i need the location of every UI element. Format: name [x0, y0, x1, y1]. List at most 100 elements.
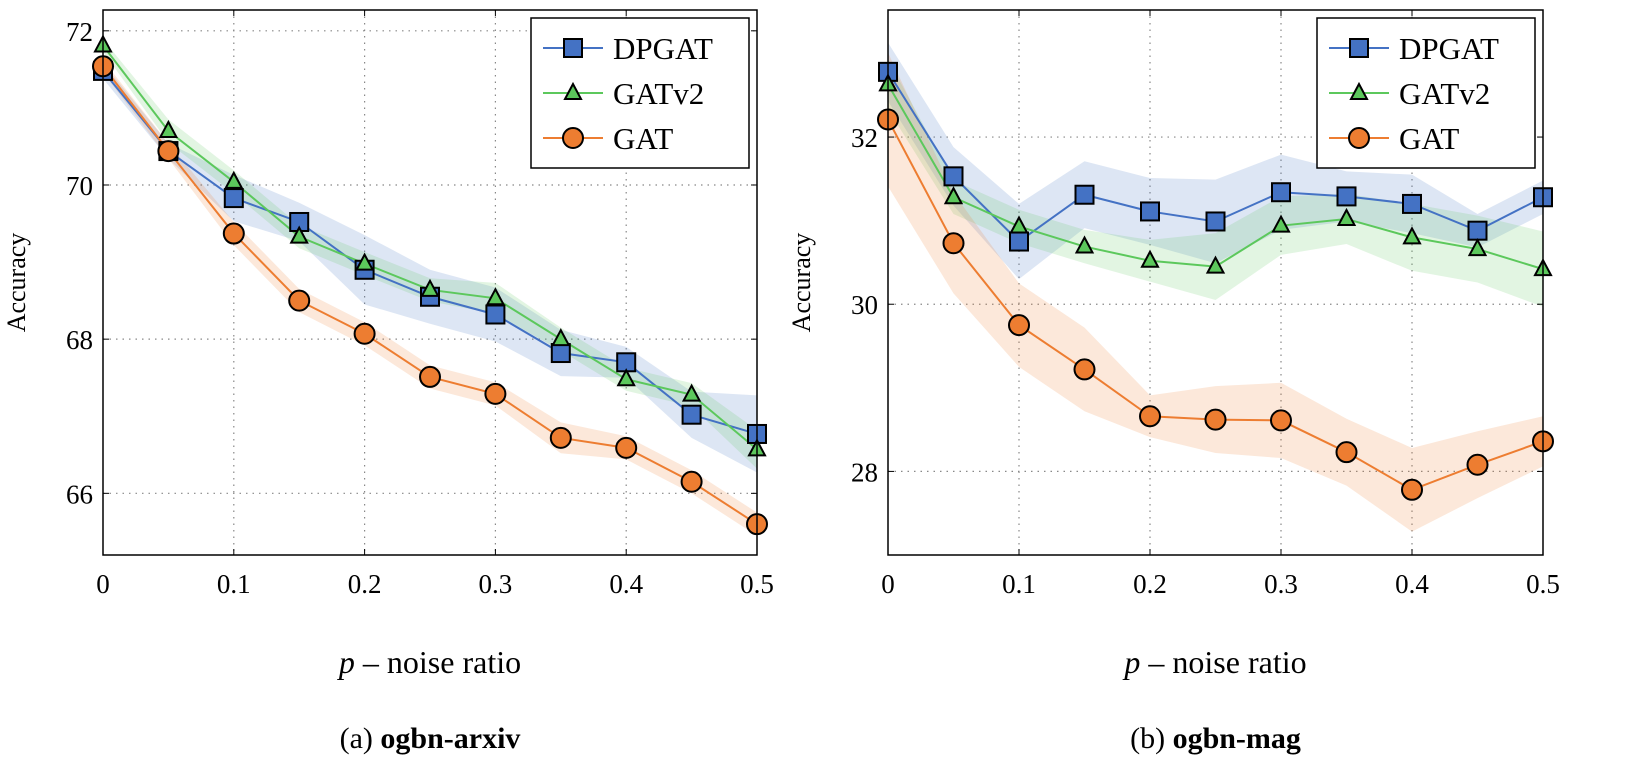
data-point-gatv2: [289, 225, 309, 244]
x-axis-label: p – noise ratio: [1122, 644, 1306, 680]
data-point-gatv2: [1402, 226, 1422, 245]
data-point-dpgat: [1336, 186, 1357, 207]
x-tick-label: 0.3: [479, 569, 513, 599]
confidence-band-dpgat: [103, 63, 757, 473]
data-point-gat: [615, 436, 638, 459]
data-point-dpgat: [223, 188, 244, 209]
data-point-gatv2: [420, 278, 440, 297]
data-point-dpgat: [943, 166, 964, 187]
data-point-gat: [353, 322, 376, 345]
data-point-gat: [1466, 453, 1489, 476]
data-point-gatv2: [1467, 237, 1488, 257]
data-point-gat: [1270, 409, 1292, 432]
legend-label: GATv2: [613, 76, 704, 111]
x-axis-text: – noise ratio: [1140, 644, 1306, 680]
data-point-gatv2: [158, 119, 179, 139]
data-point-gat: [942, 232, 965, 255]
data-point-dpgat: [1271, 182, 1291, 203]
caption-label: (a): [340, 722, 381, 755]
data-point-gatv2: [485, 287, 506, 306]
data-point-gatv2: [1271, 214, 1291, 233]
data-point-gatv2: [681, 383, 702, 402]
legend-marker-triangle: [1349, 81, 1369, 100]
caption-dataset: ogbn-mag: [1173, 722, 1301, 755]
data-point-gat: [1008, 314, 1030, 337]
chart-1: 0 0.1 0.2 0.3 0.4 0.5 28 30 32 Accuracy p – noise …: [787, 9, 1560, 755]
data-point-dpgat: [1402, 193, 1422, 214]
data-point-gat: [419, 365, 441, 388]
axes-frame: [102, 9, 758, 556]
data-point-dpgat: [1074, 184, 1095, 205]
chart-0: 0 0.1 0.2 0.3 0.4 0.5 66 68 70 72 Accuracy p – nois…: [2, 9, 774, 755]
legend-marker-circle: [1348, 127, 1370, 149]
data-point-gat: [157, 140, 180, 163]
legend: DPGAT GATv2 GAT: [1316, 17, 1536, 169]
data-point-gat: [1073, 358, 1096, 381]
x-tick-label: 0.4: [609, 569, 643, 599]
legend-item-dpgat: DPGAT: [1329, 31, 1499, 66]
legend-marker-triangle: [563, 81, 583, 100]
data-point-gat: [1204, 408, 1227, 431]
legend-item-dpgat: DPGAT: [543, 31, 713, 66]
data-point-gatv2: [1009, 215, 1029, 234]
caption-dataset: ogbn-arxiv: [380, 722, 520, 755]
data-point-gat: [549, 426, 572, 449]
legend-label: DPGAT: [613, 31, 713, 66]
x-tick-label: 0.2: [348, 569, 382, 599]
data-point-gatv2: [224, 170, 244, 189]
x-axis-variable: p: [337, 644, 355, 680]
data-point-gat: [1335, 441, 1358, 464]
x-axis-text: – noise ratio: [355, 644, 521, 680]
y-axis-label: Accuracy: [787, 233, 816, 333]
data-point-gatv2: [1074, 235, 1095, 254]
x-tick-label: 0.5: [740, 569, 774, 599]
data-point-gatv2: [943, 186, 964, 205]
y-axis-label: Accuracy: [2, 233, 31, 333]
x-tick-label: 0.5: [1526, 569, 1560, 599]
x-tick-label: 0.1: [217, 569, 251, 599]
y-tick-label: 68: [66, 325, 93, 355]
data-point-gat: [288, 289, 311, 312]
data-point-gat: [484, 382, 507, 405]
data-point-dpgat: [485, 304, 506, 325]
data-point-gatv2: [1336, 207, 1357, 226]
legend: DPGAT GATv2 GAT: [530, 17, 750, 169]
legend-marker-square: [563, 38, 583, 58]
legend-item-gatv2: GATv2: [543, 76, 704, 111]
data-point-gat: [1139, 405, 1161, 428]
y-tick-label: 28: [851, 457, 878, 487]
legend-marker-square: [1349, 38, 1369, 58]
y-tick-label: 30: [851, 290, 878, 320]
data-point-gat: [680, 470, 703, 493]
confidence-band-gatv2: [888, 59, 1543, 307]
confidence-band-dpgat: [888, 42, 1543, 280]
data-point-gatv2: [1205, 255, 1226, 274]
legend-item-gatv2: GATv2: [1329, 76, 1490, 111]
data-point-gatv2: [551, 328, 571, 347]
confidence-band-gat: [888, 52, 1543, 532]
legend-marker-circle: [562, 127, 584, 149]
data-point-gatv2: [616, 368, 636, 387]
x-axis-variable: p: [1122, 644, 1140, 680]
x-tick-label: 0.1: [1002, 569, 1036, 599]
legend-item-gat: GAT: [1329, 121, 1459, 156]
y-tick-label: 32: [851, 123, 878, 153]
subfigure-caption: (a) ogbn-arxiv: [340, 722, 521, 755]
data-point-gatv2: [1140, 249, 1160, 268]
data-point-gatv2: [354, 252, 375, 271]
data-point-dpgat: [1205, 211, 1226, 232]
x-tick-label: 0: [881, 569, 895, 599]
subfigure-caption: (b) ogbn-mag: [1130, 722, 1301, 755]
axes-frame: [887, 9, 1544, 556]
data-point-dpgat: [1009, 231, 1029, 252]
data-point-gat: [1401, 478, 1423, 501]
x-tick-label: 0.2: [1133, 569, 1167, 599]
legend-label: GAT: [613, 121, 673, 156]
x-tick-label: 0: [96, 569, 110, 599]
confidence-band-gatv2: [103, 39, 757, 469]
data-point-dpgat: [681, 404, 702, 425]
data-point-gat: [222, 222, 245, 245]
legend-label: DPGAT: [1399, 31, 1499, 66]
data-point-dpgat: [1467, 220, 1488, 241]
